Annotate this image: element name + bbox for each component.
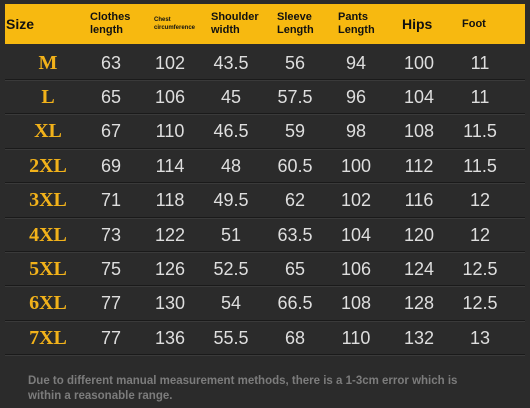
measurement: 59	[284, 121, 306, 142]
measurement: 46.5	[213, 121, 249, 142]
header-cell: Hips	[402, 15, 433, 32]
row	[5, 80, 525, 115]
measurement: 104	[340, 224, 372, 245]
measurement: 132	[403, 327, 435, 348]
measurement: 106	[154, 86, 186, 107]
header-cell: Clothes length	[90, 11, 131, 36]
size-label: 5XL	[29, 257, 67, 280]
measurement: 104	[403, 86, 435, 107]
row	[5, 115, 525, 149]
measurement: 56	[284, 52, 306, 73]
measurement: 110	[341, 327, 371, 348]
measurement: 52.5	[213, 258, 249, 279]
measurement: 106	[340, 258, 372, 279]
measurement: 63.5	[277, 224, 313, 245]
measurement: 136	[154, 327, 186, 348]
measurement: 100	[403, 52, 435, 73]
measurement: 11.5	[463, 155, 497, 176]
size-label: 2XL	[29, 154, 67, 177]
measurement: 54	[220, 293, 242, 314]
measurement: 102	[154, 52, 186, 73]
measurement: 128	[403, 293, 435, 314]
measurement: 11	[470, 86, 490, 107]
measurement: 65	[100, 86, 122, 107]
size-label: 3XL	[29, 189, 67, 212]
measurement: 96	[345, 86, 367, 107]
row	[5, 46, 525, 80]
measurement: 124	[403, 258, 435, 279]
size-label: 7XL	[29, 326, 67, 349]
measurement: 63	[100, 52, 122, 73]
measurement: 75	[100, 258, 122, 279]
measurement: 60.5	[277, 155, 313, 176]
measurement: 66.5	[277, 293, 313, 314]
measurement: 108	[340, 293, 372, 314]
measurement: 114	[155, 155, 185, 176]
measurement: 110	[155, 121, 185, 142]
measurement: 55.5	[213, 327, 249, 348]
measurement: 71	[100, 190, 122, 211]
header-cell: Size	[6, 15, 35, 32]
measurement: 43.5	[213, 52, 249, 73]
measurement: 11.5	[463, 121, 497, 142]
measurement: 116	[404, 190, 434, 211]
row	[5, 287, 525, 321]
measurement: 68	[284, 327, 306, 348]
measurement: 49.5	[213, 190, 249, 211]
measurement: 12.5	[462, 293, 498, 314]
measurement: 12	[469, 224, 491, 245]
measurement: 100	[340, 155, 372, 176]
size-label: XL	[34, 120, 62, 143]
size-label: 4XL	[29, 223, 67, 246]
measurement: 67	[100, 121, 122, 142]
measurement: 77	[100, 293, 122, 314]
measurement: 12.5	[462, 258, 498, 279]
row	[5, 184, 525, 218]
measurement: 51	[220, 224, 242, 245]
measurement: 130	[154, 293, 186, 314]
size-label: 6XL	[29, 292, 67, 315]
size-label: L	[41, 85, 55, 108]
row	[5, 252, 525, 287]
measurement: 112	[404, 155, 434, 176]
measurement: 62	[284, 190, 306, 211]
measurement: 94	[345, 52, 367, 73]
measurement: 65	[284, 258, 306, 279]
header-bar	[5, 4, 525, 44]
measurement: 118	[155, 190, 185, 211]
size-label: M	[38, 51, 58, 74]
measurement: 122	[154, 224, 186, 245]
header-cell: Chest circumference	[154, 17, 196, 31]
measurement: 126	[154, 258, 186, 279]
measurement: 13	[469, 327, 491, 348]
measurement: 98	[345, 121, 367, 142]
measurement: 11	[470, 52, 490, 73]
row	[5, 218, 525, 252]
row	[5, 321, 525, 356]
measurement: 12	[469, 190, 491, 211]
row	[5, 149, 525, 184]
header-cell: Sleeve Length	[277, 11, 314, 36]
measurement: 120	[403, 224, 435, 245]
measurement: 108	[403, 121, 435, 142]
measurement: 48	[220, 155, 242, 176]
measurement: 73	[100, 224, 122, 245]
measurement: 45	[220, 86, 242, 107]
measurement: 57.5	[277, 86, 313, 107]
measurement: 102	[340, 190, 372, 211]
note: Due to different manual measurement meth…	[28, 375, 458, 402]
header-cell: Pants Length	[338, 11, 375, 36]
header-cell: Shoulder width	[211, 11, 259, 36]
measurement: 77	[100, 327, 122, 348]
header-cell: Foot	[462, 17, 486, 30]
measurement: 69	[100, 155, 122, 176]
